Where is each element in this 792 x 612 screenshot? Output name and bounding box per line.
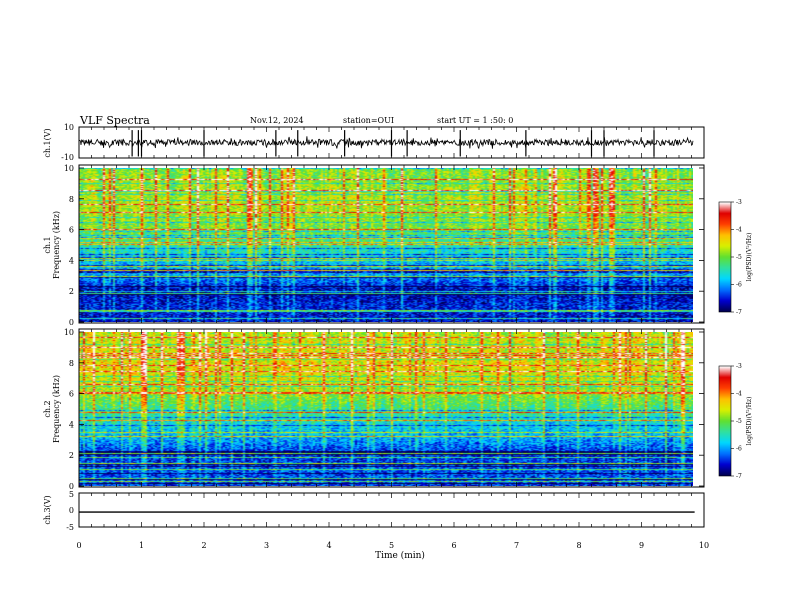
ch1-ytick-top: 10 bbox=[64, 123, 74, 132]
time-tick-label: 2 bbox=[201, 541, 206, 550]
colorbar-tick-label: -5 bbox=[736, 418, 742, 425]
colorbar-tick-label: -7 bbox=[736, 309, 742, 316]
time-axis-ticks bbox=[78, 127, 705, 527]
colorbar-tick-label: -6 bbox=[736, 282, 742, 289]
time-tick-label: 4 bbox=[326, 541, 331, 550]
time-tick-label: 5 bbox=[389, 541, 394, 550]
time-tick-label: 3 bbox=[264, 541, 269, 550]
time-tick-label: 10 bbox=[699, 541, 709, 550]
colorbar-tick-label: -3 bbox=[736, 363, 742, 370]
colorbar-tick-label: -3 bbox=[736, 199, 742, 206]
freq-tick-label: 2 bbox=[69, 451, 74, 460]
ch1-spectrogram-image bbox=[79, 168, 693, 322]
time-tick-label: 9 bbox=[639, 541, 644, 550]
time-tick-label: 6 bbox=[451, 541, 456, 550]
ch2-freq-ticks: 0 2 4 6 8 10 bbox=[64, 328, 704, 491]
colorbar-tick-label: -7 bbox=[736, 473, 742, 480]
freq-tick-label: 6 bbox=[69, 226, 74, 235]
ch1-colorbar: -3 -4 -5 -6 -7 log(PSD)(V²/Hz) bbox=[718, 199, 753, 316]
ch2-colorbar-label: log(PSD)(V²/Hz) bbox=[746, 397, 753, 446]
time-tick-label: 1 bbox=[139, 541, 144, 550]
time-tick-label: 7 bbox=[514, 541, 519, 550]
freq-tick-label: 10 bbox=[64, 328, 74, 337]
freq-tick-label: 6 bbox=[69, 390, 74, 399]
colorbar-tick-label: -6 bbox=[736, 446, 742, 453]
freq-tick-label: 0 bbox=[69, 318, 74, 327]
ch3-ytick-bottom: -5 bbox=[66, 523, 74, 532]
time-axis-labels: 0 1 2 3 4 5 6 7 8 9 10 bbox=[76, 541, 709, 550]
ch1-waveform-panel: 10 -10 ch.1(V) bbox=[43, 123, 705, 162]
ch2-freq-axis-label: Frequency (kHz) bbox=[52, 375, 61, 443]
ch3-ylabel: ch.3(V) bbox=[43, 495, 52, 524]
freq-tick-label: 0 bbox=[69, 482, 74, 491]
ch1-colorbar-label: log(PSD)(V²/Hz) bbox=[746, 233, 753, 282]
freq-tick-label: 8 bbox=[69, 359, 74, 368]
ch1-ylabel: ch.1(V) bbox=[43, 128, 52, 157]
colorbar-tick-label: -4 bbox=[736, 391, 742, 398]
freq-tick-label: 4 bbox=[69, 256, 74, 265]
ch1-colorbar-image bbox=[719, 202, 731, 312]
colorbar-tick-label: -4 bbox=[736, 227, 742, 234]
ch2-colorbar: -3 -4 -5 -6 -7 log(PSD)(V²/Hz) bbox=[718, 363, 753, 480]
ch1-freq-axis-label: Frequency (kHz) bbox=[52, 211, 61, 279]
figure-title: VLF Spectra bbox=[79, 114, 150, 127]
time-tick-label: 8 bbox=[576, 541, 581, 550]
ch3-ytick-mid: 0 bbox=[69, 506, 74, 515]
ch2-colorbar-image bbox=[719, 366, 731, 476]
time-tick-label: 0 bbox=[76, 541, 81, 550]
colorbar-tick-label: -5 bbox=[736, 254, 742, 261]
time-axis-label: Time (min) bbox=[375, 550, 425, 561]
ch1-ytick-bottom: -10 bbox=[61, 153, 74, 162]
freq-tick-label: 10 bbox=[64, 164, 74, 173]
ch3-ytick-top: 5 bbox=[69, 490, 74, 499]
ch1-channel-label: ch.1 bbox=[43, 236, 52, 253]
freq-tick-label: 8 bbox=[69, 195, 74, 204]
ch2-spectrogram-image bbox=[79, 332, 693, 486]
ch2-spectrogram-panel: 0 2 4 6 8 10 ch.2 Frequency (kHz) bbox=[43, 328, 705, 491]
station-label: station=OUI bbox=[343, 116, 394, 125]
ch1-spikes bbox=[131, 130, 655, 157]
start-time-label: start UT = 1 :50: 0 bbox=[437, 116, 513, 125]
ch1-freq-ticks: 0 2 4 6 8 10 bbox=[64, 164, 704, 327]
freq-tick-label: 4 bbox=[69, 420, 74, 429]
ch1-waveform-line bbox=[78, 136, 694, 150]
date-label: Nov.12, 2024 bbox=[250, 116, 304, 125]
freq-tick-label: 2 bbox=[69, 287, 74, 296]
ch2-channel-label: ch.2 bbox=[43, 400, 52, 417]
ch1-spectrogram-panel: 0 2 4 6 8 10 ch.1 Frequency (kHz) bbox=[43, 164, 705, 327]
ch3-waveform-panel: 5 0 -5 ch.3(V) bbox=[43, 490, 705, 532]
